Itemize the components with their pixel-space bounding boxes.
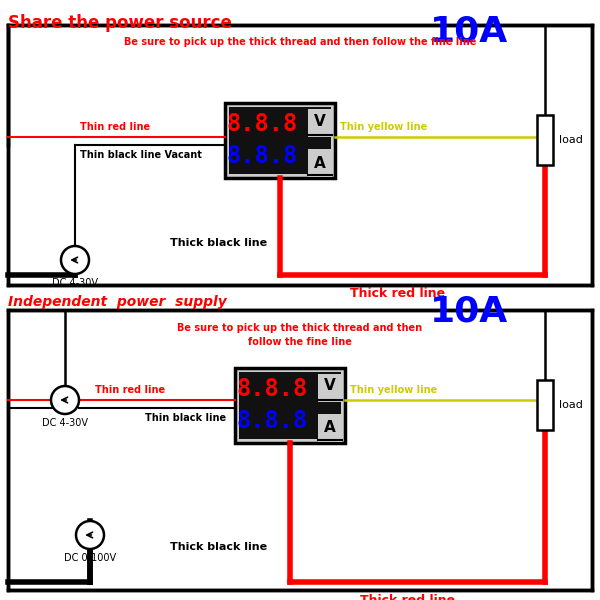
FancyBboxPatch shape: [308, 149, 332, 177]
Text: follow the fine line: follow the fine line: [248, 337, 352, 347]
FancyBboxPatch shape: [235, 367, 345, 443]
Text: A: A: [324, 421, 336, 436]
Text: 8.8.8: 8.8.8: [226, 112, 298, 136]
Circle shape: [61, 246, 89, 274]
Text: Thick red line: Thick red line: [350, 287, 445, 300]
Text: A: A: [314, 155, 326, 170]
Text: Thick black line: Thick black line: [170, 238, 267, 248]
Text: 8.8.8: 8.8.8: [226, 144, 298, 168]
FancyBboxPatch shape: [229, 107, 331, 173]
Text: Be sure to pick up the thick thread and then: Be sure to pick up the thick thread and …: [178, 323, 422, 333]
Text: Thick black line: Thick black line: [170, 542, 267, 552]
FancyBboxPatch shape: [225, 103, 335, 178]
Text: DC 0-100V: DC 0-100V: [64, 553, 116, 563]
Text: DC 4-30V: DC 4-30V: [42, 418, 88, 428]
Text: Thick red line: Thick red line: [360, 594, 455, 600]
Bar: [8, 25, 592, 285]
Bar: [8, 310, 592, 590]
Text: V: V: [314, 113, 326, 128]
Text: DC 4-30V: DC 4-30V: [52, 278, 98, 288]
Text: Share the power source: Share the power source: [8, 14, 232, 32]
Text: Be sure to pick up the thick thread and then follow the fine line: Be sure to pick up the thick thread and …: [124, 37, 476, 47]
Text: Independent  power  supply: Independent power supply: [8, 295, 227, 309]
Text: 8.8.8: 8.8.8: [236, 409, 308, 433]
Text: Thin black line Vacant: Thin black line Vacant: [80, 150, 202, 160]
Text: Thin red line: Thin red line: [80, 122, 150, 132]
Text: 8.8.8: 8.8.8: [236, 377, 308, 401]
FancyBboxPatch shape: [318, 414, 342, 442]
FancyBboxPatch shape: [318, 374, 342, 402]
FancyBboxPatch shape: [239, 371, 341, 439]
Text: 10A: 10A: [430, 14, 508, 48]
Text: load: load: [559, 400, 583, 410]
Text: 10A: 10A: [430, 295, 508, 329]
Text: Thin black line: Thin black line: [145, 413, 226, 423]
FancyBboxPatch shape: [308, 109, 332, 137]
Bar: [537, 115, 553, 165]
Text: V: V: [324, 379, 336, 394]
Text: Thin yellow line: Thin yellow line: [340, 122, 427, 132]
Bar: [537, 380, 553, 430]
Text: Thin yellow line: Thin yellow line: [350, 385, 437, 395]
Text: Thin red line: Thin red line: [95, 385, 165, 395]
Circle shape: [76, 521, 104, 549]
Text: load: load: [559, 135, 583, 145]
Circle shape: [51, 386, 79, 414]
